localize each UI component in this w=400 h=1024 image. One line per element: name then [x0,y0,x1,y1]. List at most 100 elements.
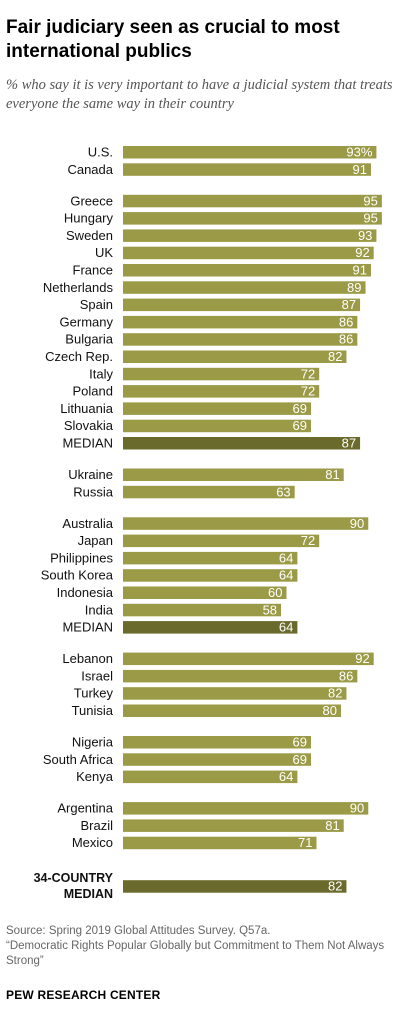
bar-south-africa [123,753,312,766]
bar-u-s [123,146,377,159]
bar-philippines [123,551,298,565]
category-label-hungary: Hungary [64,211,114,226]
value-label-france: 91 [353,263,367,278]
category-label-bulgaria: Bulgaria [65,332,113,347]
value-label-japan: 72 [301,533,315,548]
value-label-u-s: 93% [346,145,372,160]
category-label-spain: Spain [80,297,113,312]
bar-median [123,437,361,450]
bar-bulgaria [123,333,358,346]
bar-japan [123,534,320,548]
value-label-philippines: 64 [279,550,293,565]
category-label-philippines: Philippines [50,550,113,565]
bar-mexico [123,836,317,850]
category-label-median: MEDIAN [62,436,113,451]
bar-kenya [123,770,298,784]
category-label-south-africa: South Africa [43,752,114,767]
bar-australia [123,517,369,530]
value-label-slovakia: 69 [293,418,307,433]
bar-median [123,621,298,634]
category-label-russia: Russia [73,484,114,499]
bar-south-korea [123,569,298,582]
bar-lebanon [123,652,374,666]
value-label-south-korea: 64 [279,568,293,583]
value-label-czech-rep: 82 [328,349,342,364]
category-label-israel: Israel [81,668,113,683]
value-label-brazil: 81 [325,818,339,833]
category-label-australia: Australia [62,516,113,531]
value-label-india: 58 [263,602,277,617]
bar-tunisia [123,704,341,717]
bar-greece [123,194,382,208]
value-label-indonesia: 60 [268,585,282,600]
category-label-slovakia: Slovakia [64,418,114,433]
bar-india [123,603,282,617]
bar-brazil [123,819,344,832]
value-label-russia: 63 [276,484,290,499]
value-label-nigeria: 69 [293,735,307,750]
category-label-ukraine: Ukraine [68,467,113,482]
category-label-turkey: Turkey [74,686,114,701]
category-label-canada: Canada [67,162,113,177]
category-label-brazil: Brazil [80,818,113,833]
category-label-indonesia: Indonesia [57,585,114,600]
value-label-poland: 72 [301,384,315,399]
category-label-czech-rep: Czech Rep. [45,349,113,364]
value-label-uk: 92 [355,245,369,260]
bar-italy [123,367,320,381]
value-label-italy: 72 [301,366,315,381]
report-title: “Democratic Rights Popular Globally but … [6,940,385,967]
value-label-lebanon: 92 [355,651,369,666]
bar-lithuania [123,402,312,415]
value-label-israel: 86 [339,668,353,683]
value-label-ukraine: 81 [325,467,339,482]
value-label-argentina: 90 [350,801,364,816]
category-label-sweden: Sweden [66,228,113,243]
category-label-greece: Greece [70,193,113,208]
bar-argentina [123,802,369,815]
value-label-spain: 87 [342,297,356,312]
source-note: Source: Spring 2019 Global Attitudes Sur… [6,924,396,969]
category-label-34-country-median: 34-COUNTRY MEDIAN [34,871,114,901]
category-label-netherlands: Netherlands [43,280,114,295]
value-label-34-country-median: 82 [328,879,342,894]
bar-turkey [123,687,347,700]
category-label-france: France [73,263,113,278]
category-label-u-s: U.S. [88,145,113,160]
category-label-germany: Germany [60,314,114,329]
category-label-median: MEDIAN [62,620,113,635]
category-label-lithuania: Lithuania [60,401,114,416]
bar-slovakia [123,419,312,433]
category-label-kenya: Kenya [76,769,114,784]
value-label-greece: 95 [363,193,377,208]
value-label-netherlands: 89 [347,280,361,295]
bar-israel [123,669,358,683]
value-label-germany: 86 [339,314,353,329]
value-label-lithuania: 69 [293,401,307,416]
bar-chart: U.S. 93% Canada 91 Greece 95 Hungary 95 Sweden 93… [34,145,382,901]
bar-indonesia [123,586,287,599]
bar-uk [123,246,374,260]
bar-germany [123,315,358,329]
bar-czech-rep [123,350,347,363]
category-label-japan: Japan [78,533,113,548]
bar-ukraine [123,468,344,481]
bar-34-country-median [123,880,347,893]
bar-russia [123,485,295,499]
bar-hungary [123,212,382,225]
category-label-tunisia: Tunisia [72,703,114,718]
category-label-poland: Poland [73,384,113,399]
category-label-lebanon: Lebanon [62,651,113,666]
value-label-bulgaria: 86 [339,332,353,347]
bar-nigeria [123,736,312,749]
bar-netherlands [123,281,366,294]
value-label-tunisia: 80 [323,703,337,718]
bar-poland [123,385,320,398]
category-label-italy: Italy [89,366,113,381]
category-label-south-korea: South Korea [41,568,114,583]
value-label-median: 87 [342,436,356,451]
bar-canada [123,163,371,176]
bar-spain [123,298,361,312]
category-label-nigeria: Nigeria [72,735,114,750]
chart-title: Fair judiciary seen as crucial to most i… [6,17,340,62]
